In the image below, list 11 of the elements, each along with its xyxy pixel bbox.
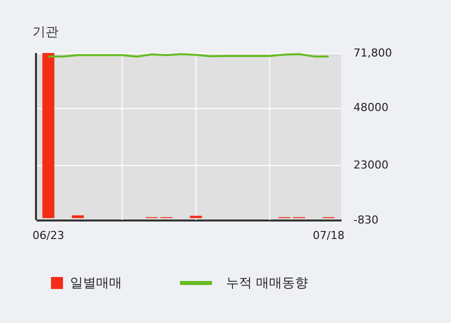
x-tick-label: 06/23 <box>32 229 64 242</box>
bar <box>72 215 84 218</box>
y-tick-label: 71,800 <box>354 46 392 60</box>
chart-title: 기관 <box>32 25 59 40</box>
y-tick-label: -830 <box>354 214 378 226</box>
legend-label: 누적 매매동향 <box>226 276 308 291</box>
bar <box>42 53 54 218</box>
y-tick-label: 23000 <box>354 158 388 172</box>
legend-label: 일별매매 <box>70 276 122 291</box>
x-tick-label: 07/18 <box>312 229 344 242</box>
y-tick-label: 48000 <box>354 101 388 114</box>
